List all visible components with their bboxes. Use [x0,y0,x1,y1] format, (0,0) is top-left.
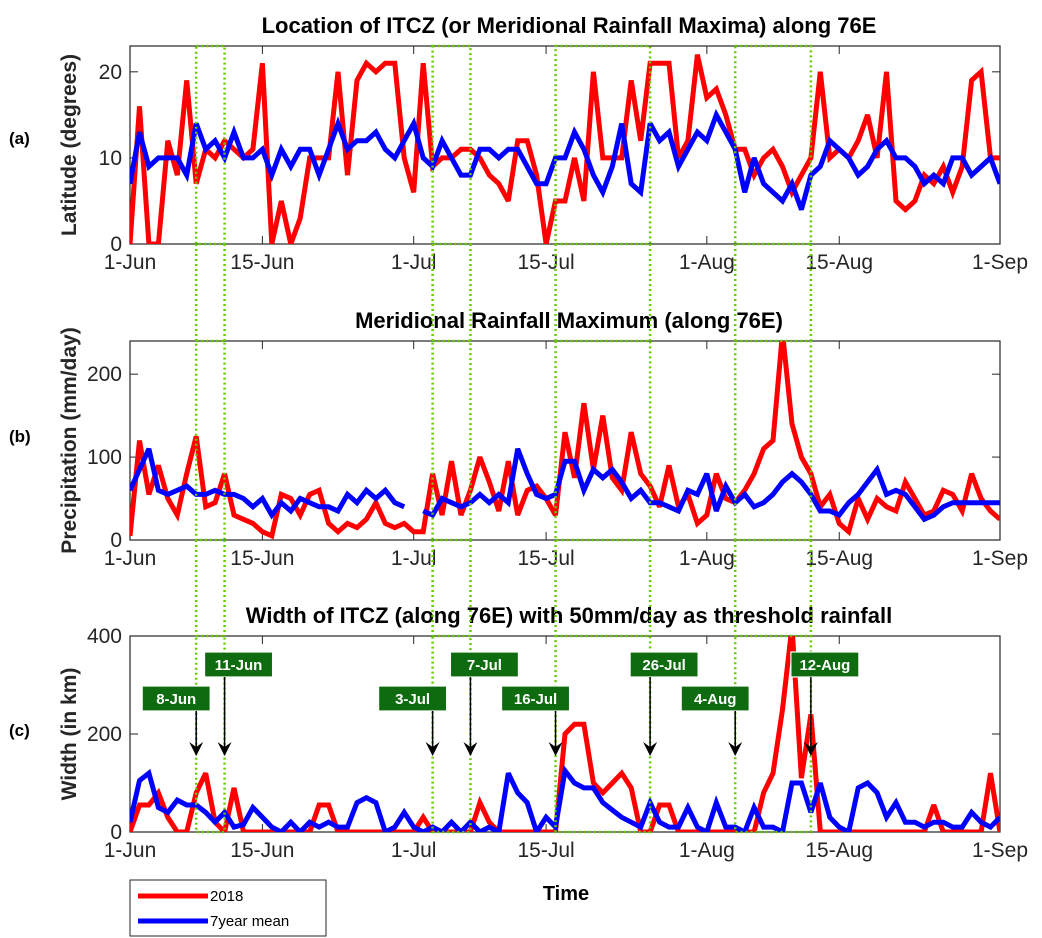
y-tick-label: 0 [110,529,122,552]
x-tick-label: 15-Jun [230,839,294,862]
date-label: 8-Jun [156,691,196,708]
date-label: 7-Jul [467,657,502,674]
arrow-head [463,742,478,756]
series-line-7year-mean [130,447,1000,523]
series-line-2018 [130,54,1000,244]
panel-tag: (a) [9,129,30,148]
date-label: 16-Jul [514,691,557,708]
legend-label: 2018 [210,888,243,905]
event-window [554,44,652,246]
x-tick-label: 15-Jul [517,547,574,570]
date-box [680,685,750,712]
series-line-7year-mean [130,764,1000,832]
y-axis-label: Latitude (degrees) [58,54,81,236]
x-tick-label: 15-Jul [517,251,574,274]
y-tick-label: 200 [87,363,122,386]
date-label: 11-Jun [215,657,263,674]
panel-tag: (c) [9,721,30,740]
date-label: 12-Aug [799,657,850,674]
x-axis-label: Time [543,883,589,905]
panel-c: Width of ITCZ (along 76E) with 50mm/day … [9,603,1028,862]
date-annotation: 7-Jul [449,651,520,756]
series-line-2018 [130,636,1000,832]
x-tick-label: 1-Jun [104,251,157,274]
x-tick-label: 1-Aug [679,251,735,274]
event-window [733,44,813,246]
date-annotation: 11-Jun [203,651,274,756]
x-tick-label: 1-Jun [104,839,157,862]
date-box [629,651,699,678]
panel-tag: (b) [9,427,31,446]
date-box [378,685,448,712]
panel-title: Location of ITCZ (or Meridional Rainfall… [262,13,877,38]
y-axis-label: Precipitation (mm/day) [58,327,81,553]
y-tick-label: 400 [87,625,122,648]
x-tick-label: 15-Jun [230,547,294,570]
series-line-2018 [130,341,1000,540]
date-annotation: 3-Jul [378,685,448,756]
x-tick-label: 1-Jul [391,547,437,570]
arrow-head [425,742,440,756]
legend: 2018 7year mean [129,879,327,937]
y-tick-label: 20 [99,61,122,84]
y-axis-label: Width (in km) [58,668,81,801]
legend-box [129,879,327,937]
panel-b: Meridional Rainfall Maximum (along 76E) (… [9,308,1028,570]
event-window [733,339,813,542]
date-box [141,685,211,712]
date-annotation: 8-Jun [141,685,211,756]
date-box [500,685,571,712]
date-label: 26-Jul [642,657,685,674]
arrow-head [728,742,743,756]
x-tick-label: 1-Jul [391,251,437,274]
date-label: 4-Aug [694,691,737,708]
x-tick-label: 1-Jun [104,547,157,570]
date-annotation: 16-Jul [500,685,571,756]
date-box [203,651,274,678]
date-annotation: 26-Jul [629,651,699,756]
panel-title: Meridional Rainfall Maximum (along 76E) [355,308,783,333]
y-tick-label: 200 [87,723,122,746]
panel-a: Location of ITCZ (or Meridional Rainfall… [9,13,1028,274]
event-window [431,44,472,246]
series-line-7year-mean [130,108,1000,211]
legend-label: 7year mean [210,913,289,930]
event-window [431,339,472,542]
x-tick-label: 1-Aug [679,839,735,862]
date-box [449,651,520,678]
x-tick-label: 15-Aug [805,251,873,274]
date-label: 3-Jul [395,691,430,708]
x-tick-label: 1-Aug [679,547,735,570]
y-tick-label: 100 [87,446,122,469]
y-tick-label: 10 [99,147,122,170]
event-window [554,339,652,542]
x-tick-label: 1-Jul [391,839,437,862]
event-window [194,44,226,246]
x-tick-label: 15-Jun [230,251,294,274]
panel-title: Width of ITCZ (along 76E) with 50mm/day … [246,603,892,628]
date-box [790,651,860,678]
arrow-head [189,742,204,756]
x-tick-label: 15-Aug [805,547,873,570]
event-window [194,339,226,542]
x-tick-label: 1-Sep [972,251,1028,274]
date-annotation: 4-Aug [680,685,750,756]
arrow-head [643,742,658,756]
arrow-head [548,742,563,756]
y-tick-label: 0 [110,821,122,844]
x-tick-label: 15-Aug [805,839,873,862]
arrow-head [217,742,232,756]
x-tick-label: 15-Jul [517,839,574,862]
y-tick-label: 0 [110,233,122,256]
arrow-head [803,742,818,756]
x-tick-label: 1-Sep [972,839,1028,862]
date-annotation: 12-Aug [790,651,860,756]
x-tick-label: 1-Sep [972,547,1028,570]
